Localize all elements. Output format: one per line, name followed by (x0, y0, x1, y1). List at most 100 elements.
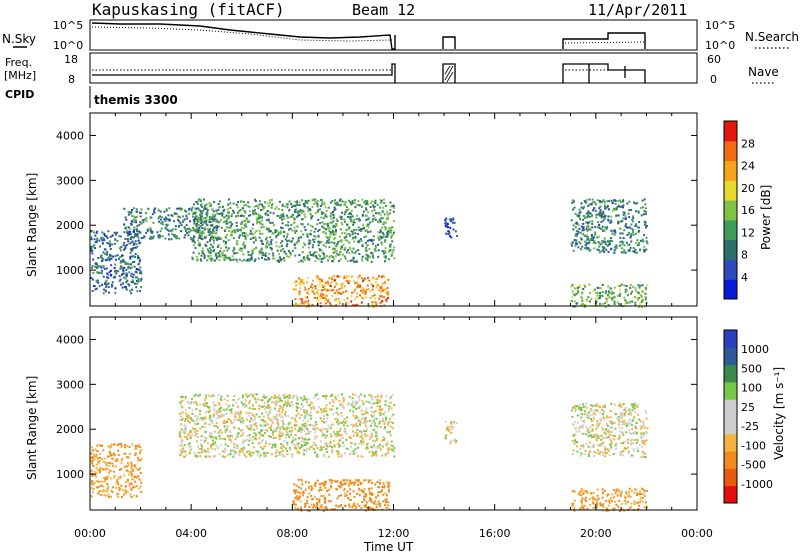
range-gate-cell (364, 214, 367, 217)
range-gate-cell (609, 438, 612, 440)
range-gate-cell (186, 228, 189, 231)
range-gate-cell (371, 446, 374, 449)
range-gate-cell (643, 426, 646, 429)
range-gate-cell (324, 232, 327, 235)
range-gate-cell (205, 217, 208, 220)
range-gate-cell (183, 226, 186, 229)
range-gate-cell (329, 479, 332, 482)
range-gate-cell (106, 283, 109, 286)
range-gate-cell (376, 425, 379, 428)
range-gate-cell (98, 245, 101, 248)
range-gate-cell (217, 244, 220, 247)
range-gate-cell (360, 455, 363, 458)
range-gate-cell (341, 223, 344, 226)
range-gate-cell (389, 243, 392, 246)
range-gate-cell (128, 242, 131, 245)
range-gate-cell (339, 251, 342, 253)
range-gate-cell (190, 229, 193, 232)
freq-trace-late (562, 63, 646, 83)
range-gate-cell (373, 294, 376, 297)
range-gate-cell (183, 436, 186, 438)
range-gate-cell (610, 237, 613, 240)
range-gate-cell (349, 488, 352, 491)
range-gate-cell (451, 218, 454, 221)
range-gate-cell (579, 232, 582, 235)
range-gate-cell (238, 416, 241, 419)
range-gate-cell (225, 413, 228, 416)
range-gate-cell (260, 242, 263, 245)
range-gate-cell (296, 442, 299, 445)
range-gate-cell (632, 286, 635, 288)
range-gate-cell (235, 203, 238, 206)
range-gate-cell (262, 424, 265, 427)
range-gate-cell (102, 265, 105, 267)
range-gate-cell (632, 233, 635, 236)
range-gate-cell (387, 278, 390, 281)
range-gate-cell (199, 403, 202, 406)
nsky-trace (91, 22, 396, 50)
range-gate-cell (340, 216, 343, 218)
range-gate-cell (280, 231, 283, 234)
range-gate-cell (593, 455, 595, 458)
range-gate-cell (304, 200, 307, 203)
range-gate-cell (594, 288, 596, 291)
range-gate-cell (624, 251, 627, 254)
range-gate-cell (344, 495, 347, 498)
range-gate-cell (301, 199, 304, 202)
range-gate-cell (226, 425, 229, 428)
range-gate-cell (614, 229, 616, 232)
range-gate-cell (180, 415, 182, 418)
range-gate-cell (630, 223, 633, 226)
range-gate-cell (90, 247, 93, 250)
range-gate-cell (631, 300, 634, 303)
range-gate-cell (335, 218, 338, 221)
range-gate-cell (386, 212, 389, 215)
range-gate-cell (343, 285, 346, 288)
range-gate-cell (362, 210, 365, 213)
range-gate-cell (352, 450, 355, 453)
range-gate-cell (263, 408, 266, 411)
range-gate-cell (123, 207, 126, 210)
range-gate-cell (348, 482, 351, 485)
range-gate-cell (582, 302, 584, 305)
range-gate-cell (248, 439, 251, 442)
range-gate-cell (102, 266, 105, 269)
range-gate-cell (243, 259, 246, 261)
range-gate-cell (284, 413, 286, 416)
range-gate-cell (285, 415, 287, 417)
range-gate-cell (326, 227, 329, 230)
range-gate-cell (229, 221, 232, 224)
range-gate-cell (215, 257, 218, 260)
range-gate-cell (139, 290, 142, 292)
range-gate-cell (388, 227, 391, 230)
range-gate-cell (379, 220, 382, 223)
range-gate-cell (258, 415, 261, 418)
range-gate-cell (265, 440, 268, 443)
range-gate-cell (577, 289, 579, 292)
range-gate-cell (213, 440, 216, 443)
range-gate-cell (130, 248, 132, 251)
range-gate-cell (243, 406, 246, 409)
range-gate-cell (109, 454, 112, 457)
range-gate-cell (578, 214, 581, 217)
range-gate-cell (613, 403, 616, 406)
range-gate-cell (346, 479, 349, 482)
range-gate-cell (635, 438, 638, 441)
range-gate-cell (91, 252, 94, 255)
range-gate-cell (280, 443, 283, 445)
range-gate-cell (302, 419, 305, 422)
range-gate-cell (335, 224, 338, 227)
range-gate-cell (126, 262, 129, 265)
range-gate-cell (363, 488, 366, 490)
range-gate-cell (306, 429, 309, 432)
range-gate-cell (303, 438, 306, 441)
range-gate-cell (586, 226, 588, 228)
freq-gap-hatch (444, 65, 454, 83)
range-gate-cell (607, 243, 610, 246)
range-gate-cell (386, 405, 389, 407)
range-gate-cell (130, 488, 133, 491)
range-gate-cell (199, 427, 202, 430)
range-gate-cell (594, 233, 597, 236)
range-gate-cell (387, 450, 390, 453)
range-gate-cell (632, 250, 635, 253)
